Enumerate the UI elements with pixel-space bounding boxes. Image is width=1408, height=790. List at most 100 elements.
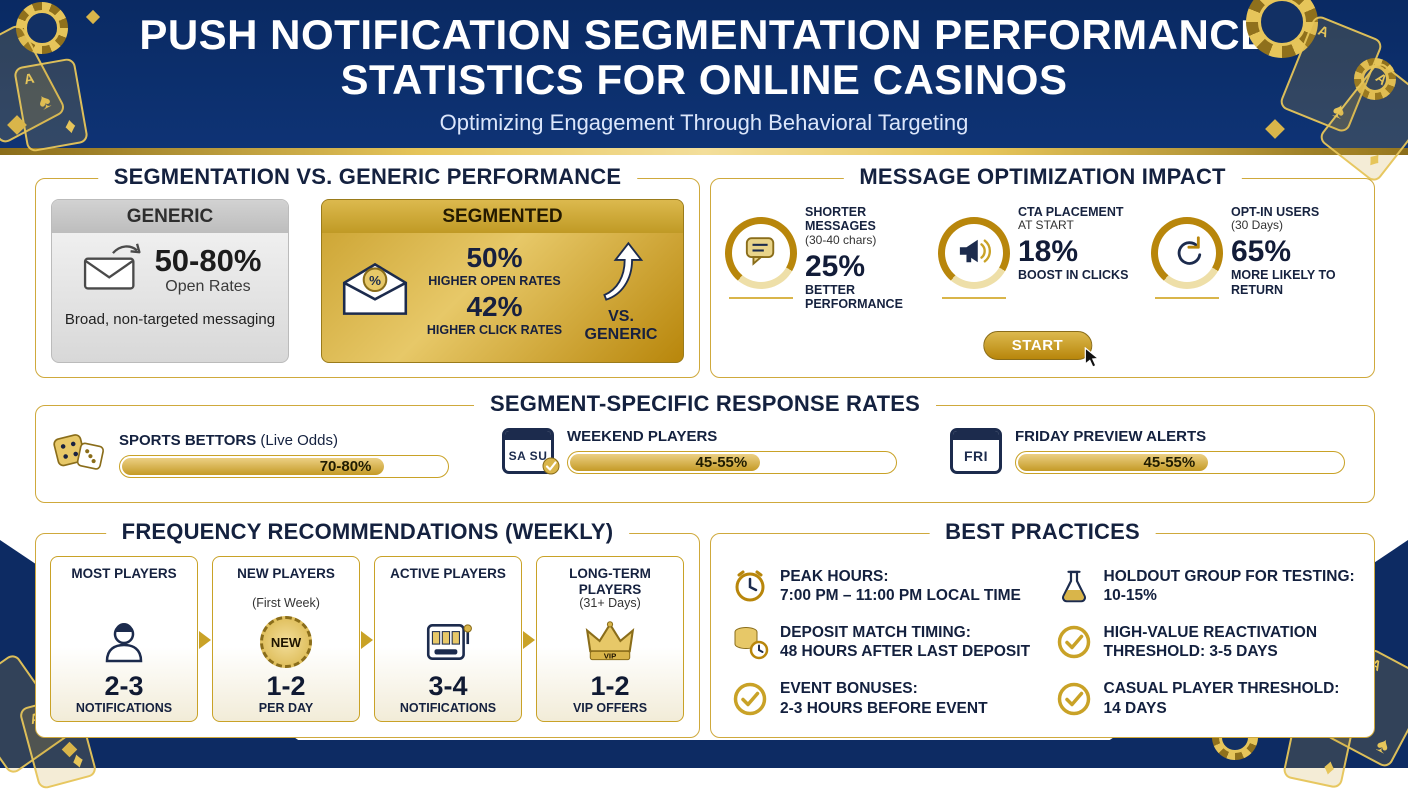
- frequency-card: LONG-TERM PLAYERS (31+ Days) VIP 1-2 VIP…: [536, 556, 684, 722]
- segmented-card-header: SEGMENTED: [322, 200, 683, 233]
- generic-open-rate-label: Open Rates: [165, 277, 251, 295]
- opt-heading: SHORTER MESSAGES: [805, 205, 876, 234]
- freq-heading: NEW PLAYERS: [237, 566, 335, 581]
- chevron-right-icon: [361, 631, 373, 649]
- opt-value: 18%: [1018, 235, 1079, 269]
- start-button[interactable]: START: [982, 331, 1093, 360]
- cursor-pointer-icon: [1082, 346, 1102, 374]
- best-practice-item: HIGH-VALUE REACTIVATION THRESHOLD: 3-5 D…: [1055, 614, 1365, 670]
- response-rates-panel: SEGMENT-SPECIFIC RESPONSE RATES SPORTS B…: [35, 391, 1375, 503]
- up-arrow-icon: [597, 241, 645, 305]
- freq-unit: PER DAY: [258, 701, 314, 716]
- bp-label: HOLDOUT GROUP FOR TESTING:: [1103, 567, 1355, 585]
- best-practice-item: HOLDOUT GROUP FOR TESTING: 10-15%: [1055, 558, 1365, 614]
- frequency-panel: FREQUENCY RECOMMENDATIONS (WEEKLY) MOST …: [35, 519, 700, 738]
- freq-value: 2-3: [104, 671, 144, 701]
- generic-card-header: GENERIC: [52, 200, 288, 233]
- bp-value: 10-15%: [1103, 587, 1157, 605]
- new-badge-icon: NEW: [217, 614, 355, 670]
- opt-subheading: AT START: [1018, 218, 1074, 233]
- opt-description: BETTER PERFORMANCE: [805, 282, 903, 311]
- page-title-line1: PUSH NOTIFICATION SEGMENTATION PERFORMAN…: [139, 11, 1269, 58]
- freq-subheading: (First Week): [252, 596, 320, 610]
- freq-subheading: [55, 597, 193, 612]
- optimization-item: SHORTER MESSAGES (30-40 chars) 25% BETTE…: [725, 205, 938, 311]
- response-rate-value: 70-80%: [319, 457, 372, 475]
- generic-caption: Broad, non-targeted messaging: [64, 311, 276, 328]
- bp-value: 7:00 PM – 11:00 PM LOCAL TIME: [780, 587, 1021, 605]
- bp-label: PEAK HOURS:: [780, 567, 889, 585]
- response-rate-bar: 70-80%: [119, 454, 449, 478]
- best-practice-item: DEPOSIT MATCH TIMING: 48 HOURS AFTER LAS…: [731, 614, 1041, 670]
- header-gold-divider: [0, 148, 1408, 155]
- freq-subheading: (31+ Days): [579, 596, 641, 611]
- envelope-seal-icon: %: [336, 258, 414, 327]
- segment-label: FRIDAY PREVIEW ALERTS: [1015, 428, 1207, 445]
- response-rate-fill: 70-80%: [122, 457, 385, 475]
- segmented-card: SEGMENTED % 50% HIGHER OPEN RATES 42% HI…: [321, 199, 684, 363]
- bottom-navy-strip: [0, 740, 1408, 768]
- comparison-panel-title: SEGMENTATION VS. GENERIC PERFORMANCE: [97, 164, 638, 190]
- check-icon: [542, 457, 560, 480]
- poker-chip-icon: [16, 2, 68, 54]
- response-rate-fill: 45-55%: [570, 454, 761, 471]
- response-rate-bar: 45-55%: [567, 451, 897, 474]
- freq-value: 1-2: [266, 671, 306, 701]
- chevron-right-icon: [199, 631, 211, 649]
- response-rate-row: FRI FRIDAY PREVIEW ALERTS 45-55%: [950, 428, 1345, 474]
- return-arrow-icon: [1170, 234, 1204, 273]
- clock-icon: [731, 567, 769, 605]
- bp-value: 14 DAYS: [1103, 699, 1167, 717]
- svg-text:VIP: VIP: [604, 652, 617, 661]
- connector-line: [1155, 297, 1219, 299]
- bp-label: EVENT BONUSES:: [780, 680, 918, 698]
- stat-ring: [938, 217, 1010, 289]
- response-rate-row: SPORTS BETTORS (Live Odds) 70-80%: [52, 428, 449, 481]
- frequency-card: MOST PLAYERS 2-3 NOTIFICATIONS: [50, 556, 198, 722]
- slot-machine-icon: [379, 614, 517, 670]
- best-practice-item: CASUAL PLAYER THRESHOLD: 14 DAYS: [1055, 671, 1365, 727]
- segmented-open-rate-label: HIGHER OPEN RATES: [428, 273, 561, 288]
- freq-unit: NOTIFICATIONS: [399, 701, 497, 716]
- chevron-right-icon: [523, 631, 535, 649]
- freq-value: 1-2: [590, 671, 630, 702]
- svg-text:%: %: [369, 273, 381, 288]
- optimization-item: CTA PLACEMENT AT START 18% BOOST IN CLIC…: [938, 205, 1151, 311]
- player-icon: [55, 614, 193, 670]
- frequency-panel-title: FREQUENCY RECOMMENDATIONS (WEEKLY): [105, 519, 630, 545]
- coins-icon: [731, 623, 769, 661]
- poker-chip-icon: [1246, 0, 1318, 58]
- bp-label: CASUAL PLAYER THRESHOLD:: [1103, 680, 1340, 698]
- response-rate-fill: 45-55%: [1018, 454, 1209, 471]
- freq-subheading: [379, 597, 517, 612]
- response-rate-row: SA SU WEEKEND PLAYERS 45-55%: [502, 428, 897, 475]
- bp-value: 2-3 HOURS BEFORE EVENT: [780, 699, 988, 717]
- header: PUSH NOTIFICATION SEGMENTATION PERFORMAN…: [0, 0, 1408, 148]
- opt-heading: CTA PLACEMENT: [1018, 205, 1124, 219]
- segment-label: SPORTS BETTORS (Live Odds): [119, 431, 338, 449]
- opt-heading: OPT-IN USERS: [1231, 205, 1320, 219]
- vs-generic-label: VS. GENERIC: [584, 308, 658, 344]
- weekend-calendar-icon: SA SU: [502, 428, 560, 475]
- optimization-item: OPT-IN USERS (30 Days) 65% MORE LIKELY T…: [1151, 205, 1364, 311]
- opt-description: BOOST IN CLICKS: [1018, 268, 1129, 283]
- bp-label: DEPOSIT MATCH TIMING:: [780, 624, 971, 642]
- page-title-line2: STATISTICS FOR ONLINE CASINOS: [340, 56, 1068, 104]
- megaphone-icon: [956, 235, 992, 272]
- page-subtitle: Optimizing Engagement Through Behavioral…: [439, 109, 969, 135]
- stat-ring: [725, 217, 797, 289]
- check-circle-icon: [1055, 624, 1093, 660]
- optimization-panel: MESSAGE OPTIMIZATION IMPACT: [710, 164, 1375, 378]
- frequency-card: ACTIVE PLAYERS 3-4 NOTIFICATIONS: [374, 556, 522, 722]
- best-practices-panel: BEST PRACTICES PEAK HOURS: 7:00 PM – 11:…: [710, 519, 1375, 738]
- friday-calendar-icon: FRI: [950, 428, 1002, 474]
- segmented-click-rate-label: HIGHER CLICK RATES: [426, 322, 563, 337]
- envelope-arrow-icon: [79, 242, 145, 299]
- opt-subheading: (30 Days): [1231, 218, 1284, 233]
- segmented-open-rate-value: 50%: [466, 241, 523, 273]
- opt-value: 65%: [1231, 235, 1292, 269]
- freq-unit: VIP OFFERS: [572, 701, 648, 716]
- freq-heading: LONG-TERM PLAYERS: [569, 566, 651, 597]
- response-rate-value: 45-55%: [1143, 454, 1196, 471]
- bp-value: 48 HOURS AFTER LAST DEPOSIT: [780, 643, 1031, 661]
